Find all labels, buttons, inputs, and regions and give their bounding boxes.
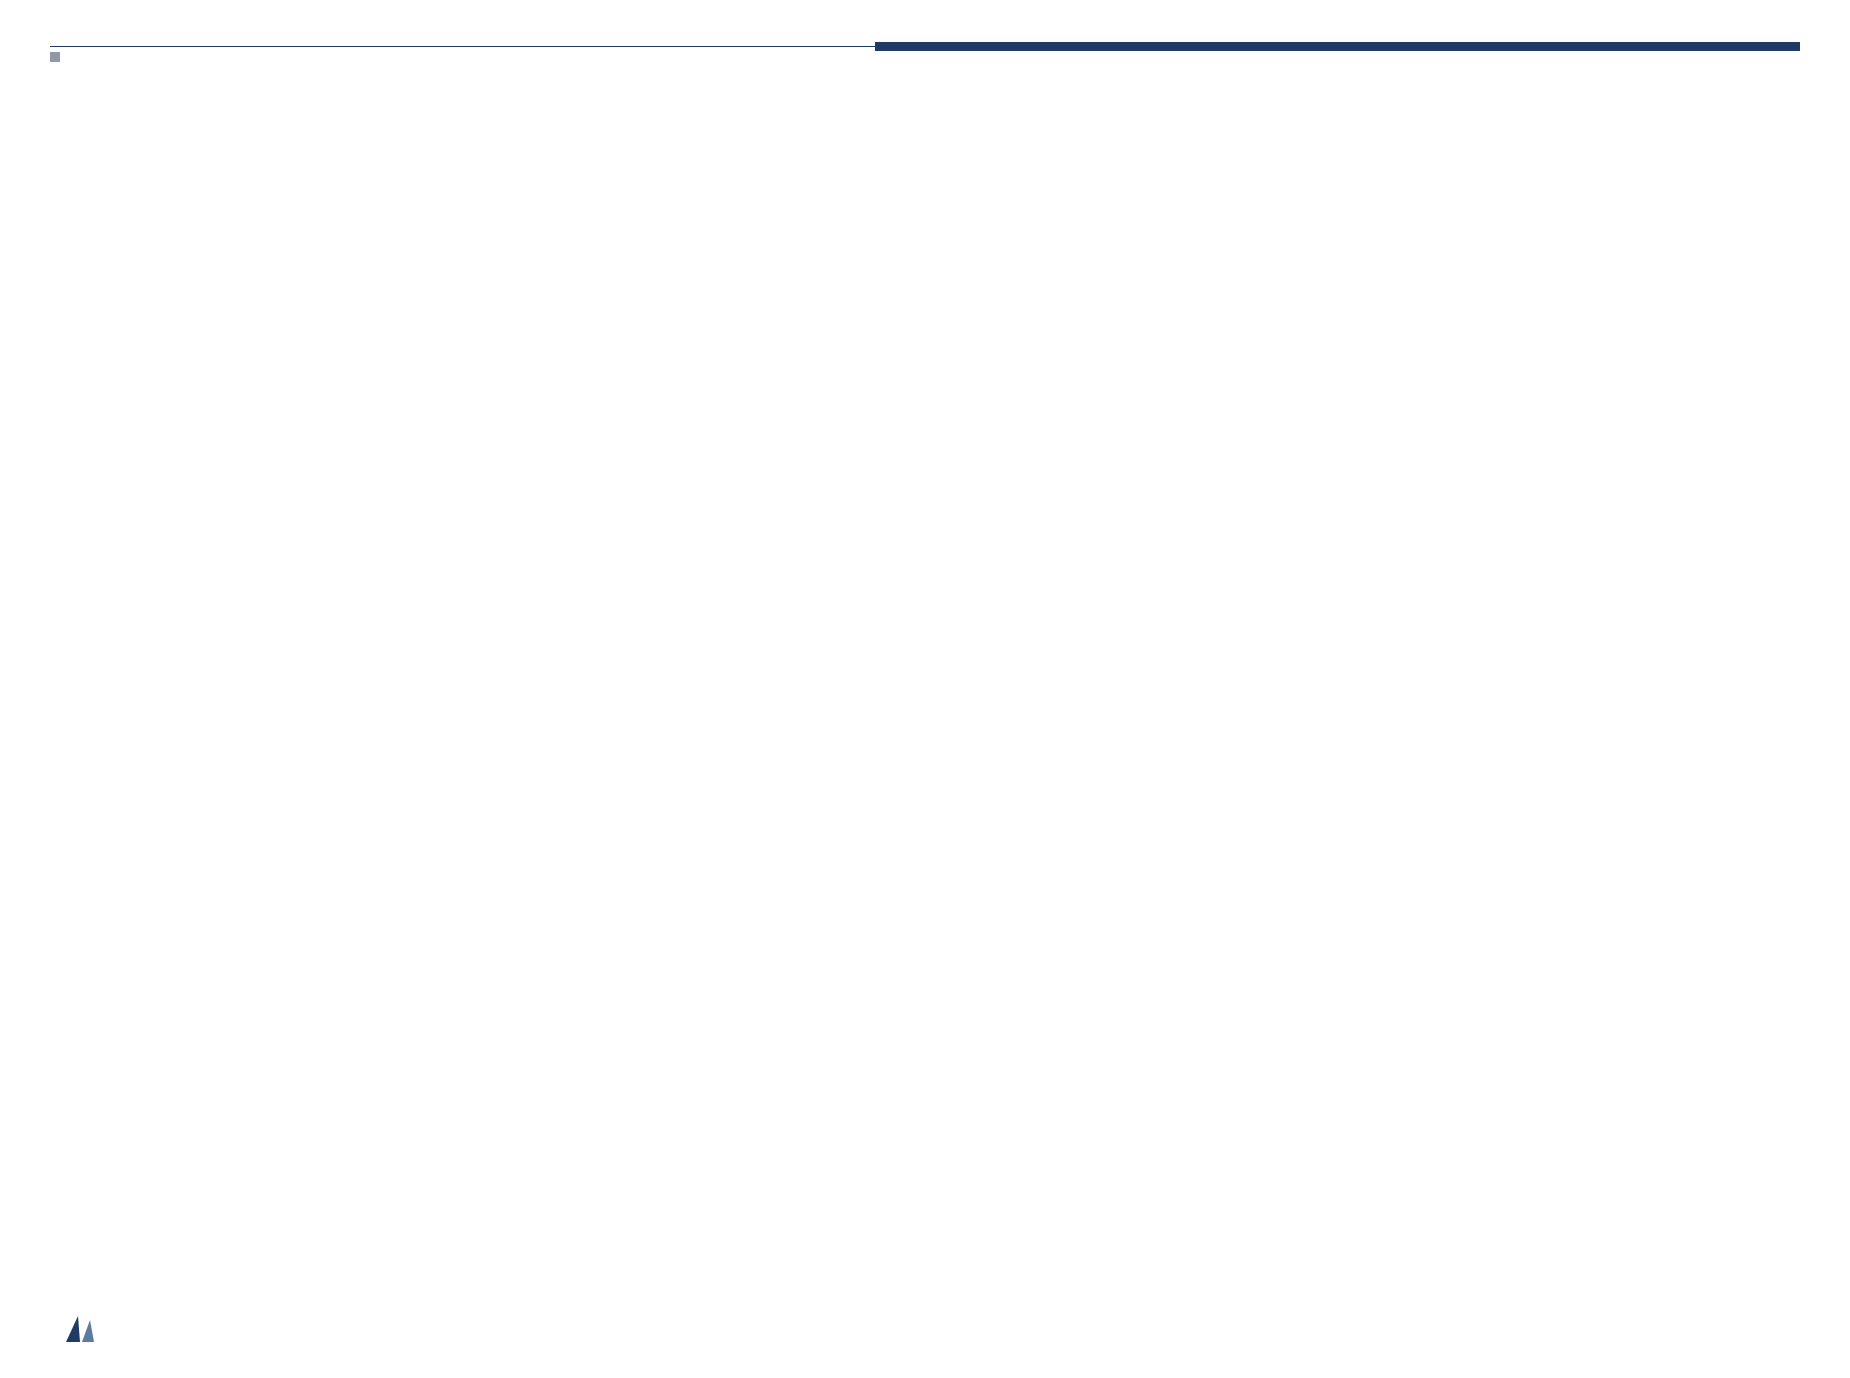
col-header-price <box>1644 47 1800 52</box>
footer <box>50 1282 1800 1358</box>
col-header-standalone <box>875 47 1021 52</box>
slide-page <box>0 0 1850 1378</box>
financial-table <box>50 42 1800 51</box>
sails-icon <box>64 1312 104 1344</box>
col-header-price <box>1332 47 1488 52</box>
col-header-price <box>1176 47 1332 52</box>
col-header-price <box>1021 47 1177 52</box>
source-note <box>50 61 1800 81</box>
credit-suisse-logo <box>50 1312 104 1358</box>
col-header-price <box>1488 47 1644 52</box>
